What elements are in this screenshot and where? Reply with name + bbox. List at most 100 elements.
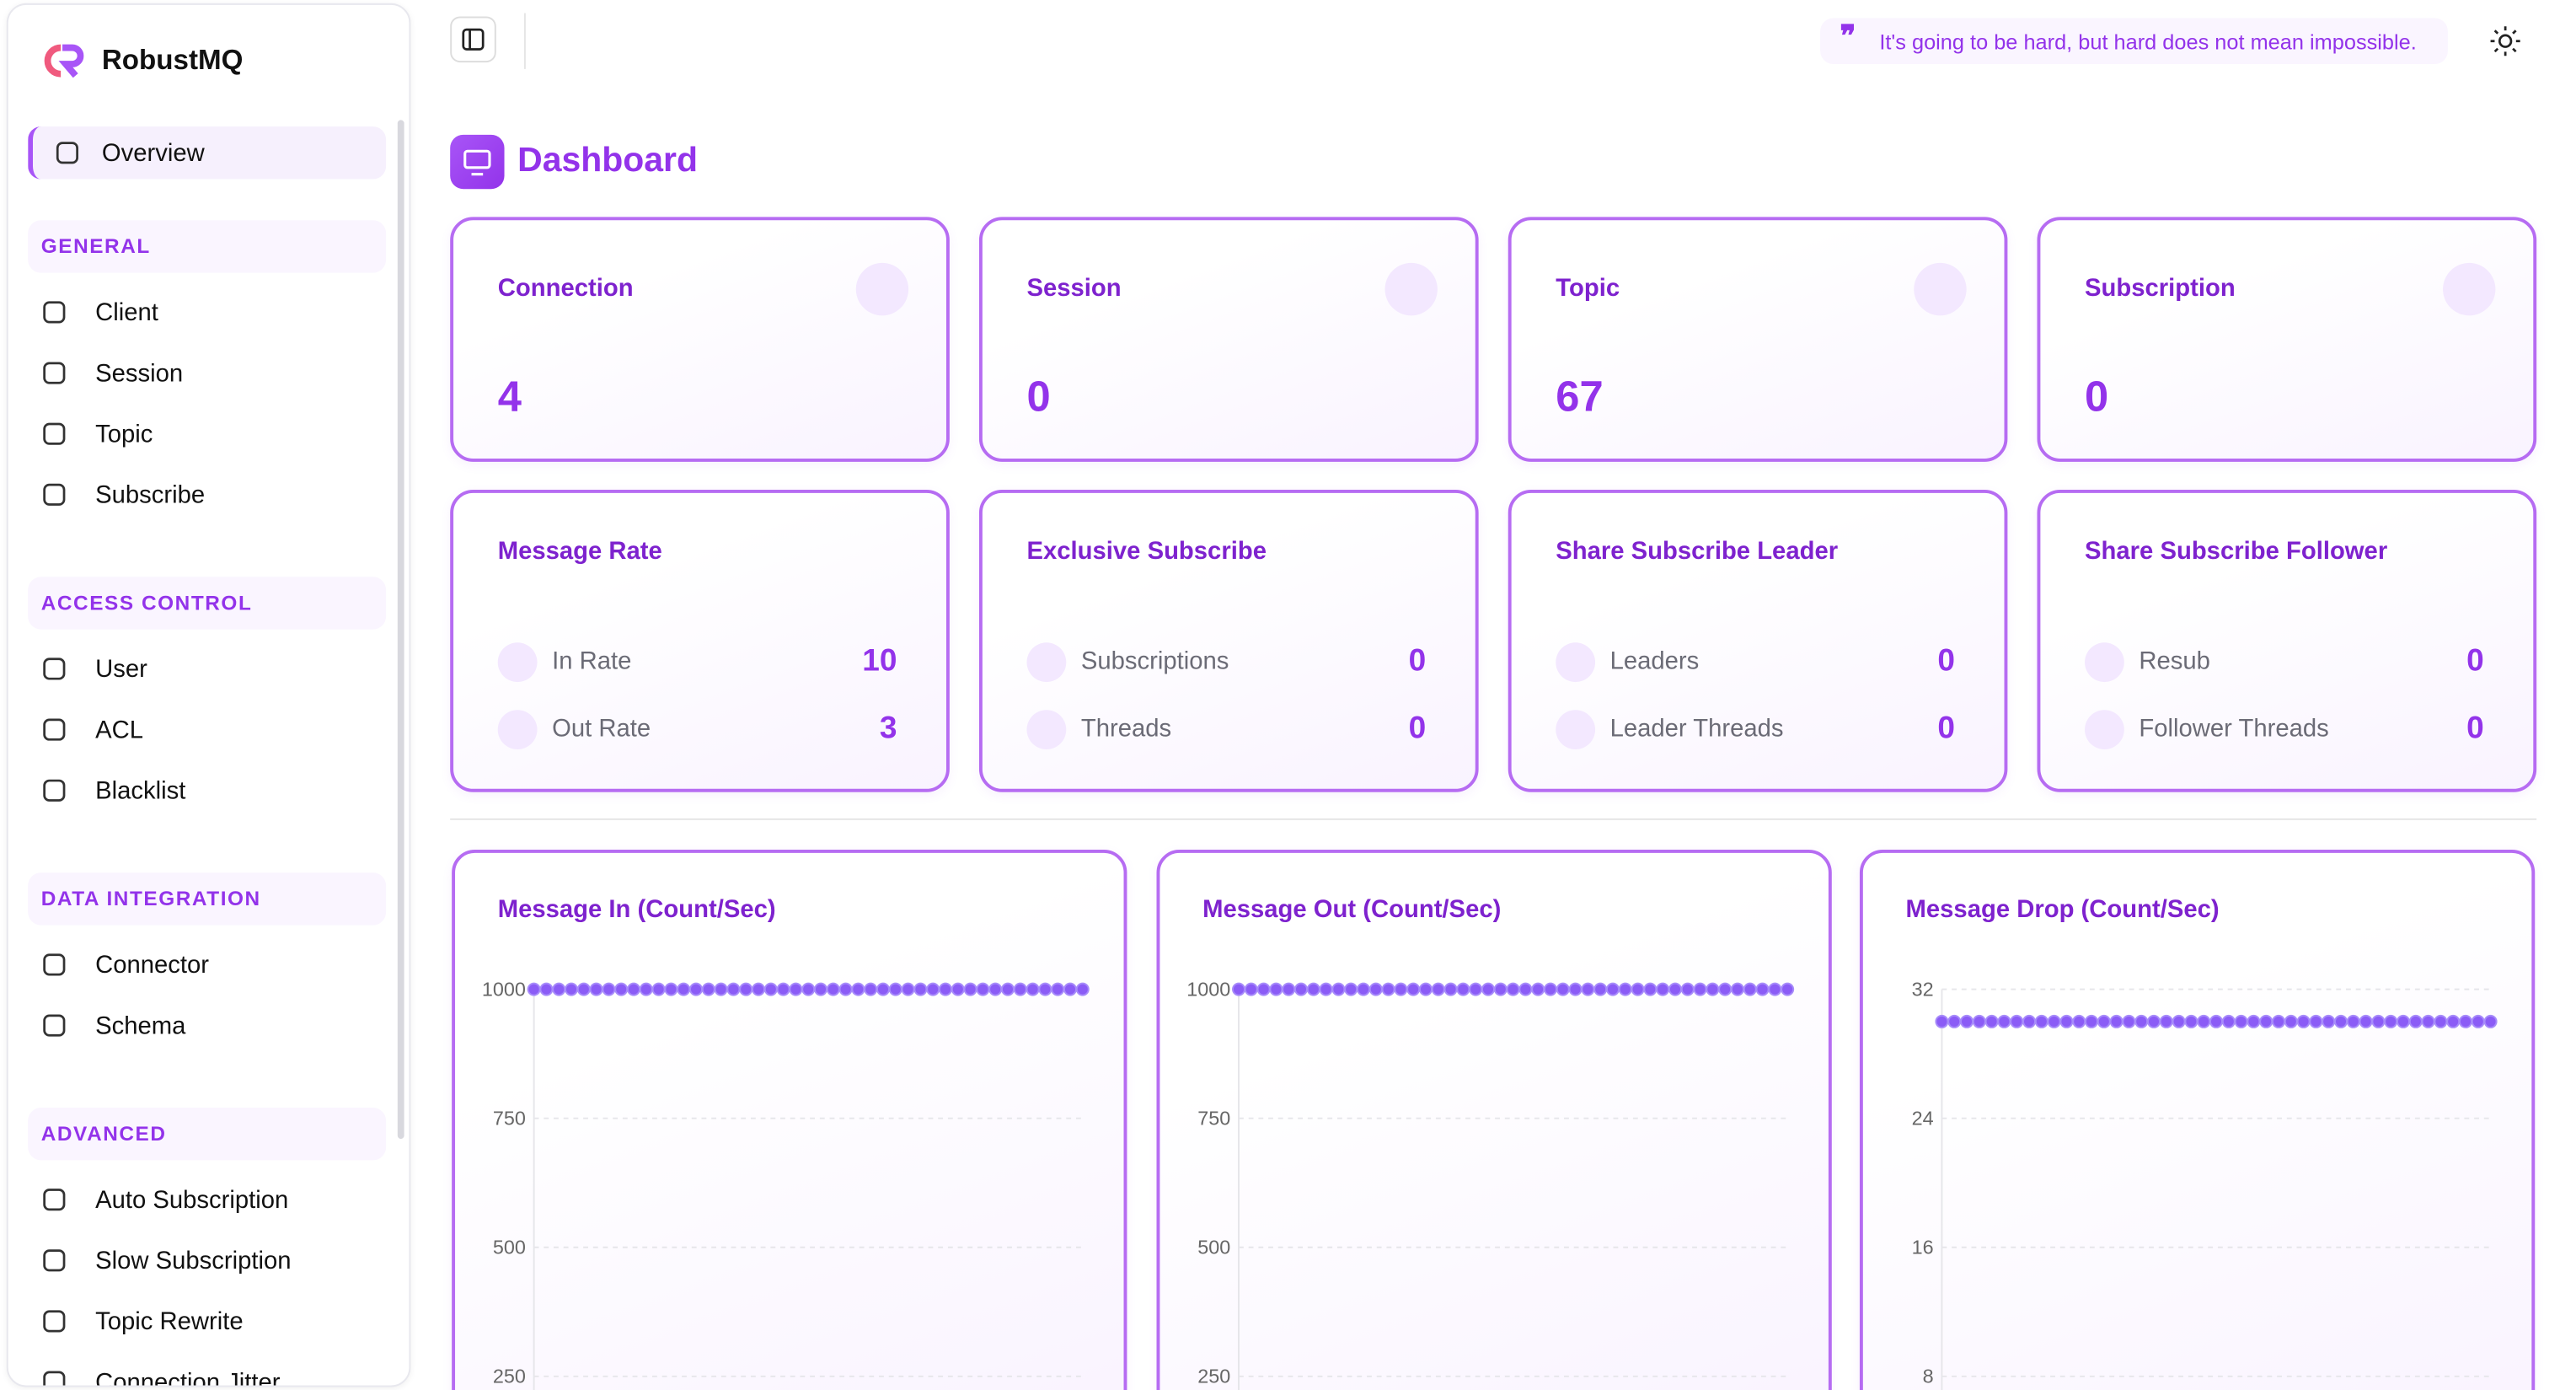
data-point <box>1506 982 1520 996</box>
card-value: 67 <box>1556 371 1604 421</box>
data-point <box>651 982 666 996</box>
data-point <box>1269 982 1283 996</box>
nav-label: Session <box>95 358 184 388</box>
icon <box>43 779 66 802</box>
nav-item[interactable]: Connection Jitter <box>28 1355 386 1386</box>
data-point <box>664 982 678 996</box>
data-point <box>1947 1014 1962 1028</box>
data-point <box>2334 1014 2348 1028</box>
nav-item[interactable]: Schema <box>28 999 386 1051</box>
y-tick-label: 1000 <box>1186 978 1230 1000</box>
data-point <box>2234 1014 2248 1028</box>
data-point <box>1755 982 1770 996</box>
data-point <box>2184 1014 2198 1028</box>
card-title: Connection <box>497 274 634 303</box>
nav-item[interactable]: User <box>28 642 386 695</box>
data-point <box>2408 1014 2423 1028</box>
data-point <box>1972 1014 1986 1028</box>
icon-shape <box>43 779 66 802</box>
data-point <box>1469 982 1483 996</box>
data-point <box>2059 1014 2074 1028</box>
icon <box>43 718 66 741</box>
data-point <box>988 982 1003 996</box>
sidebar-toggle[interactable] <box>450 16 496 63</box>
y-tick-label: 24 <box>1912 1108 1934 1130</box>
data-point <box>1368 982 1383 996</box>
data-point <box>2309 1014 2323 1028</box>
page-title: Dashboard <box>517 141 698 180</box>
icon-shape <box>56 142 78 164</box>
icon-shape <box>43 422 66 445</box>
icon-shape <box>43 1249 66 1272</box>
card-title: Share Subscribe Leader <box>1556 537 1839 566</box>
data-point <box>639 982 653 996</box>
data-point <box>614 982 629 996</box>
data-point <box>1781 982 1795 996</box>
data-point <box>576 982 591 996</box>
data-point <box>1026 982 1040 996</box>
chart: 250 500 750 1000 <box>1186 978 1795 1390</box>
nav-label: Client <box>95 298 158 326</box>
data-point <box>689 982 704 996</box>
data-point <box>1984 1014 1999 1028</box>
data-point <box>2197 1014 2211 1028</box>
nav-item[interactable]: Overview <box>28 126 387 180</box>
stat-card: Topic 67 <box>1508 217 2008 462</box>
nav-item[interactable]: Slow Subscription <box>28 1234 386 1286</box>
quote-icon: ❞ <box>1840 19 1856 53</box>
toggle-icon <box>462 28 485 51</box>
nav-label: Overview <box>101 138 205 167</box>
data-point <box>838 982 853 996</box>
data-point <box>1256 982 1271 996</box>
data-point <box>627 982 641 996</box>
data-point <box>776 982 790 996</box>
data-point <box>2172 1014 2186 1028</box>
y-tick-label: 750 <box>1197 1108 1230 1130</box>
data-point <box>1718 982 1733 996</box>
data-point <box>963 982 977 996</box>
nav-item[interactable]: Topic Rewrite <box>28 1295 386 1347</box>
data-point <box>1531 982 1545 996</box>
monitor-icon <box>463 149 491 176</box>
nav-item[interactable]: Topic <box>28 408 386 460</box>
data-point <box>763 982 778 996</box>
logo <box>44 44 84 78</box>
stat-card: Session 0 <box>978 217 1479 462</box>
row-icon <box>1556 710 1596 750</box>
row-label: In Rate <box>552 647 632 676</box>
chart-card: Message Drop (Count/Sec) 8 16 24 32 <box>1859 849 2536 1390</box>
icon <box>43 1249 66 1272</box>
data-point <box>1581 982 1595 996</box>
data-point <box>2097 1014 2111 1028</box>
nav-item[interactable]: Session <box>28 346 386 399</box>
nav-item[interactable]: Subscribe <box>28 469 386 521</box>
nav-label: Topic Rewrite <box>95 1307 244 1336</box>
icon-shape <box>43 1371 66 1386</box>
nav-item[interactable]: Connector <box>28 938 386 990</box>
icon <box>43 1014 66 1037</box>
row-icon <box>1026 710 1067 750</box>
theme-toggle[interactable] <box>2489 24 2522 57</box>
data-point <box>2483 1014 2498 1028</box>
data-point <box>851 982 865 996</box>
y-tick-label: 250 <box>1197 1366 1230 1387</box>
nav-item[interactable]: Client <box>28 286 386 338</box>
data-point <box>2147 1014 2161 1028</box>
icon <box>43 422 66 445</box>
data-point <box>2122 1014 2136 1028</box>
nav-item[interactable]: Auto Subscription <box>28 1173 386 1226</box>
card-icon <box>1914 262 1967 316</box>
data-point <box>2010 1014 2024 1028</box>
data-point <box>1556 982 1570 996</box>
data-point <box>1381 982 1395 996</box>
row-label: Subscriptions <box>1080 647 1229 676</box>
section-header: ACCESS CONTROL <box>28 577 387 630</box>
nav-item[interactable]: ACL <box>28 703 386 755</box>
card-title: Exclusive Subscribe <box>1026 537 1267 566</box>
data-point <box>1668 982 1682 996</box>
data-point <box>2134 1014 2149 1028</box>
title-icon <box>450 134 505 190</box>
nav-item[interactable]: Blacklist <box>28 765 386 817</box>
data-point <box>565 982 579 996</box>
nav-label: Topic <box>95 420 153 448</box>
